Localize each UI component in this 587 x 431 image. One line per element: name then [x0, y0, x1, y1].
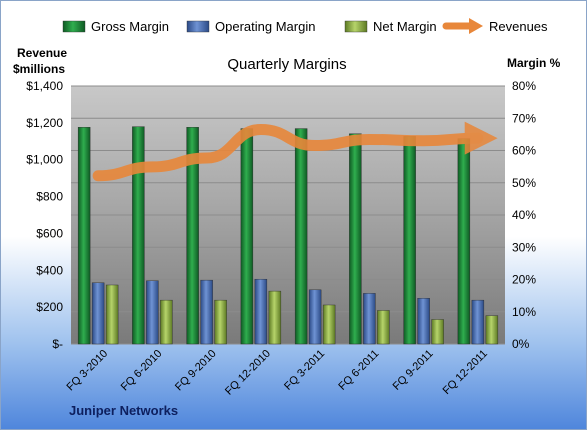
right-tick-label: 50% [512, 176, 536, 190]
right-tick-label: 10% [512, 305, 536, 319]
category-axis: FQ 3-2010 FQ 6-2010 FQ 9-2010 FQ 12-2010 FQ … [65, 348, 490, 398]
gross-margin-bar [240, 128, 254, 345]
left-tick-label: $1,000 [26, 153, 63, 167]
operating-margin-bar [91, 282, 105, 345]
operating-margin-bar [363, 293, 376, 345]
revenue-line-path [92, 121, 498, 182]
net-margin-bar [431, 319, 444, 345]
net-margin-bar [214, 299, 227, 345]
operating-margin-bar [146, 280, 159, 345]
net-margin-bar [485, 315, 499, 345]
net-margin-bar [377, 310, 390, 345]
left-tick-label: $200 [36, 300, 63, 314]
net-margin-bar [268, 290, 282, 345]
legend: Gross Margin Operating Margin Net Margin Re… [62, 18, 548, 34]
category-label: FQ 3-2011 [282, 348, 327, 393]
legend-revenue-arrow [469, 18, 483, 34]
operating-margin-bar [200, 279, 213, 345]
legend-label: Net Margin [373, 19, 437, 34]
gross-margin-bar [457, 138, 471, 345]
category-label: FQ 9-2010 [173, 348, 219, 394]
category-label: FQ 12-2011 [441, 348, 490, 397]
category-label: FQ 3-2010 [65, 348, 111, 394]
net-margin-bar [322, 304, 336, 345]
left-tick-label: $400 [36, 263, 63, 277]
right-axis-label: Margin % [507, 56, 561, 70]
gross-margin-bar [403, 136, 416, 345]
gross-margin-bar [349, 133, 362, 345]
bars [77, 126, 499, 345]
operating-margin-bar [254, 278, 268, 345]
legend-swatch [186, 20, 210, 33]
category-label: FQ 6-2011 [336, 348, 381, 393]
left-axis-label-line1: Revenue [17, 46, 67, 60]
legend-label: Operating Margin [215, 19, 315, 34]
right-axis: 0% 10% 20% 30% 40% 50% 60% 70% 80% [512, 79, 536, 351]
gross-margin-bar [77, 127, 91, 345]
operating-margin-bar [417, 298, 430, 345]
left-tick-label: $800 [36, 190, 63, 204]
chart-title: Quarterly Margins [227, 56, 346, 73]
gross-margin-bar [294, 128, 308, 345]
right-tick-label: 80% [512, 79, 536, 93]
right-tick-label: 30% [512, 240, 536, 254]
left-tick-label: $1,400 [26, 79, 63, 93]
operating-margin-bar [308, 289, 322, 345]
left-axis: $- $200 $400 $600 $800 $1,000 $1,200 $1,400 [26, 79, 63, 351]
right-tick-label: 60% [512, 144, 536, 158]
net-margin-bar [160, 299, 173, 345]
right-tick-label: 20% [512, 273, 536, 287]
left-axis-label-line2: $millions [13, 62, 65, 76]
right-tick-label: 40% [512, 208, 536, 222]
legend-label: Gross Margin [91, 19, 169, 34]
left-tick-label: $- [52, 337, 63, 351]
legend-swatch [62, 20, 86, 33]
right-tick-label: 0% [512, 337, 530, 351]
gross-margin-bar [132, 126, 145, 345]
net-margin-bar [105, 284, 119, 345]
gross-margin-bar [186, 127, 199, 345]
revenue-line [92, 121, 498, 182]
right-tick-label: 70% [512, 111, 536, 125]
legend-label: Revenues [489, 19, 548, 34]
category-label: FQ 12-2010 [223, 348, 273, 398]
category-label: FQ 6-2010 [119, 348, 165, 394]
left-tick-label: $1,200 [26, 116, 63, 130]
footer-label: Juniper Networks [69, 403, 178, 418]
left-tick-label: $600 [36, 226, 63, 240]
operating-margin-bar [471, 299, 485, 345]
category-label: FQ 9-2011 [391, 348, 436, 393]
legend-swatch [344, 20, 368, 33]
